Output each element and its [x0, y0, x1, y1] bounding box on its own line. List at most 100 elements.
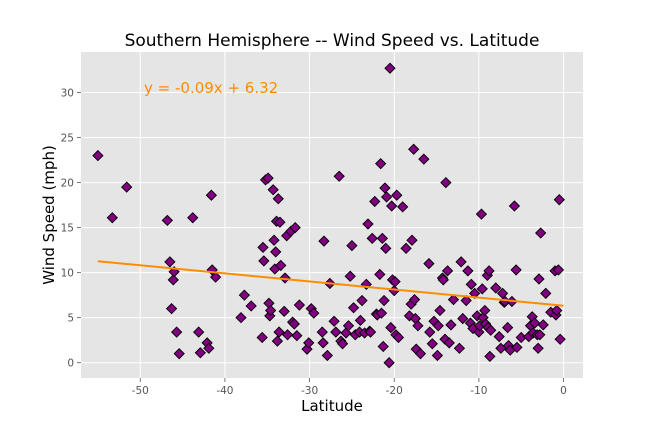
data-point: [392, 331, 405, 344]
y-tick-label: 5: [67, 313, 74, 325]
data-point: [532, 342, 544, 354]
data-point: [385, 321, 397, 334]
data-point: [278, 305, 290, 317]
x-tick-label: -40: [216, 385, 233, 397]
data-point: [374, 268, 386, 281]
data-point: [238, 289, 251, 301]
data-point: [476, 283, 488, 295]
data-point: [194, 347, 206, 359]
x-tick-label: -20: [386, 385, 403, 397]
data-point: [281, 329, 294, 341]
data-point: [203, 342, 215, 354]
y-tick-label: 10: [61, 268, 74, 280]
data-point: [301, 343, 313, 355]
data-point: [496, 287, 509, 299]
data-point: [317, 337, 329, 349]
data-point: [391, 189, 403, 201]
data-point: [291, 330, 303, 342]
data-point: [434, 304, 446, 317]
y-axis-label: Wind Speed (mph): [40, 145, 58, 285]
data-point: [485, 324, 497, 336]
data-point: [92, 149, 104, 162]
data-point: [316, 326, 328, 338]
data-point: [362, 218, 374, 230]
data-point: [346, 239, 358, 252]
data-point: [457, 312, 469, 325]
data-point: [479, 304, 491, 317]
data-point: [502, 321, 514, 334]
data-point: [340, 327, 352, 339]
data-point: [475, 208, 488, 220]
data-point: [171, 326, 183, 338]
data-point: [554, 333, 566, 345]
data-point: [303, 337, 315, 349]
data-point: [508, 200, 521, 212]
data-point: [257, 241, 269, 254]
data-point: [364, 326, 377, 338]
data-point: [403, 310, 416, 322]
data-point: [289, 221, 301, 234]
data-point: [161, 214, 173, 227]
data-point: [354, 314, 366, 327]
data-point: [431, 349, 444, 362]
data-point: [318, 235, 330, 247]
data-point: [484, 350, 496, 363]
data-point: [379, 182, 391, 194]
data-point: [106, 212, 118, 224]
data-point: [272, 193, 284, 205]
data-point: [443, 337, 455, 349]
data-point: [441, 265, 454, 277]
data-point: [540, 287, 552, 299]
data-point: [424, 326, 436, 338]
data-point: [209, 271, 222, 283]
data-point: [235, 312, 247, 324]
data-point: [121, 181, 133, 193]
data-point: [447, 294, 460, 306]
data-point: [553, 194, 565, 206]
data-points: [92, 62, 566, 369]
data-point: [408, 294, 421, 306]
data-point: [342, 320, 355, 332]
data-point: [397, 201, 409, 213]
data-point: [453, 342, 466, 354]
data-point: [356, 294, 368, 307]
y-axis-ticks: 0 5 10 15 20 25 30: [61, 88, 81, 370]
data-point: [330, 326, 342, 338]
data-point: [293, 299, 306, 311]
data-point: [455, 256, 467, 268]
data-point: [164, 256, 176, 268]
data-point: [380, 242, 392, 254]
data-point: [493, 330, 505, 343]
data-point: [274, 216, 286, 228]
regression-equation: y = -0.09x + 6.32: [144, 79, 278, 97]
data-point: [408, 143, 420, 155]
data-point: [205, 189, 218, 201]
x-axis-label: Latitude: [301, 397, 363, 415]
data-point: [510, 264, 522, 276]
data-point: [483, 265, 495, 277]
x-axis-ticks: -50 -40 -30 -20 -10 0: [132, 378, 567, 397]
data-point: [256, 331, 268, 344]
data-point: [386, 200, 398, 212]
data-point: [406, 234, 418, 246]
data-point: [440, 176, 452, 189]
data-point: [389, 276, 401, 288]
data-point: [333, 170, 345, 182]
data-point: [369, 195, 381, 208]
data-point: [271, 335, 284, 347]
data-point: [245, 300, 257, 312]
y-tick-label: 15: [61, 223, 74, 235]
data-point: [551, 304, 563, 317]
data-point: [400, 242, 412, 254]
data-point: [376, 232, 389, 245]
chart-title: Southern Hemisphere -- Wind Speed vs. La…: [125, 31, 540, 51]
data-point: [264, 304, 277, 317]
data-point: [336, 338, 349, 350]
data-point: [414, 348, 427, 360]
regression-line: [97, 260, 564, 307]
data-point: [460, 294, 472, 307]
data-point: [275, 259, 287, 272]
data-point: [380, 191, 393, 203]
data-point: [279, 272, 291, 284]
y-tick-label: 20: [61, 178, 74, 190]
